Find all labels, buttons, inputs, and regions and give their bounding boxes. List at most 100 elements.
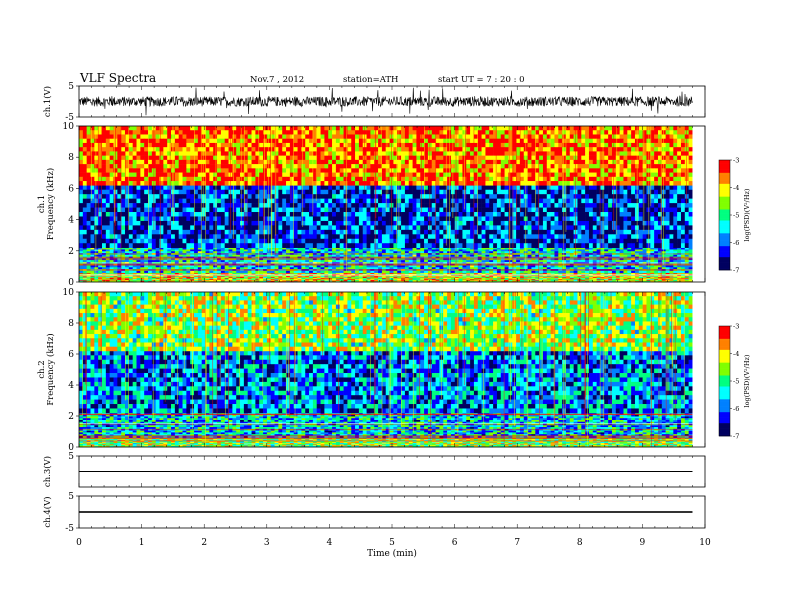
spectrogram-cell	[171, 260, 175, 262]
spectrogram-cell	[689, 248, 693, 250]
spectrogram-cell	[301, 249, 305, 251]
spectrogram-cell	[650, 251, 654, 253]
spectrogram-cell	[474, 249, 478, 251]
spectrogram-cell	[570, 251, 574, 253]
spectrogram-cell	[401, 260, 405, 262]
spectrogram-cell	[455, 255, 459, 257]
spectrogram-cell	[140, 255, 144, 257]
spectrogram-cell	[589, 251, 593, 253]
spectrogram-cell	[98, 249, 102, 251]
spectrogram-cell	[367, 249, 371, 251]
spectrogram-cell	[558, 248, 562, 250]
spectrogram-cell	[654, 248, 658, 250]
spectrogram-cell	[94, 251, 98, 253]
spectrogram-cell	[554, 260, 558, 262]
spectrogram-cell	[432, 251, 436, 253]
spectrogram-cell	[593, 249, 597, 251]
spectrogram-cell	[244, 249, 248, 251]
spectrogram-cell	[485, 248, 489, 250]
spectrogram-cell	[259, 251, 263, 253]
spectrogram-cell	[432, 255, 436, 257]
waveform-trace	[79, 88, 693, 116]
spectrogram-cell	[140, 248, 144, 250]
ch1-waveform-panel: 5-5ch.1(V)	[42, 82, 705, 123]
spectrogram-cell	[428, 255, 432, 257]
spectrogram-cell	[570, 260, 574, 262]
spectrogram-cell	[359, 260, 363, 262]
spectrogram-cell	[213, 251, 217, 253]
spectrogram-cell	[516, 248, 520, 250]
spectrogram-cell	[213, 255, 217, 257]
spectrogram-cell	[94, 260, 98, 262]
spectrogram-cell	[455, 251, 459, 253]
spectrogram-cell	[616, 249, 620, 251]
spectrogram-cell	[451, 251, 455, 253]
spectrogram-cell	[390, 251, 394, 253]
spectrogram-cell	[206, 255, 210, 257]
spectrogram-cell	[585, 249, 589, 251]
spectrogram-cell	[347, 249, 351, 251]
spectrogram-cell	[275, 260, 279, 262]
spectrogram-cell	[225, 251, 229, 253]
spectrogram-cell	[654, 255, 658, 257]
spectrogram-cell	[121, 248, 125, 250]
spectrogram-cell	[298, 255, 302, 257]
spectrogram-cell	[217, 251, 221, 253]
spectrogram-cell	[275, 251, 279, 253]
spectrogram-cell	[570, 248, 574, 250]
spectrogram-cell	[566, 255, 570, 257]
spectrogram-cell	[236, 260, 240, 262]
spectrogram-cell	[225, 249, 229, 251]
spectrogram-cell	[424, 248, 428, 250]
spectrogram-cell	[213, 260, 217, 262]
spectrogram-cell	[616, 248, 620, 250]
spectrogram-cell	[328, 251, 332, 253]
spectrogram-cell	[152, 251, 156, 253]
spectrogram-cell	[232, 251, 236, 253]
spectrogram-cell	[328, 255, 332, 257]
spectrogram-cell	[466, 260, 470, 262]
spectrogram-cell	[428, 249, 432, 251]
spectrogram-cell	[355, 249, 359, 251]
spectrogram-cell	[321, 251, 325, 253]
spectrogram-cell	[294, 255, 298, 257]
spectrogram-cell	[393, 248, 397, 250]
spectrogram-cell	[650, 249, 654, 251]
spectrogram-cell	[114, 251, 118, 253]
spectrogram-cell	[183, 260, 187, 262]
spectrogram-cell	[386, 249, 390, 251]
spectrogram-cell	[252, 249, 256, 251]
spectrogram-cell	[175, 248, 179, 250]
spectrogram-cell	[240, 249, 244, 251]
spectrogram-cell	[577, 260, 581, 262]
spectrogram-cell	[179, 255, 183, 257]
spectrogram-cell	[581, 249, 585, 251]
spectrogram-cell	[420, 260, 424, 262]
spectrogram-cell	[309, 248, 313, 250]
spectrogram-cell	[317, 251, 321, 253]
spectrogram-cell	[577, 249, 581, 251]
spectrogram-cell	[485, 249, 489, 251]
spectrogram-cell	[160, 249, 164, 251]
spectrogram-cell	[409, 260, 413, 262]
spectrogram-cell	[290, 249, 294, 251]
y-tick-label: 5	[68, 82, 74, 92]
spectrogram-cell	[416, 248, 420, 250]
spectrogram-cell	[186, 260, 190, 262]
spectrogram-cell	[244, 255, 248, 257]
spectrogram-cell	[658, 255, 662, 257]
spectrogram-cell	[673, 251, 677, 253]
spectrogram-cell	[505, 248, 509, 250]
spectrogram-cell	[455, 260, 459, 262]
spectrogram-cell	[344, 260, 348, 262]
spectrogram-cell	[585, 255, 589, 257]
spectrogram-cell	[209, 260, 213, 262]
spectrogram-cell	[171, 248, 175, 250]
spectrogram-cell	[600, 248, 604, 250]
spectrogram-cell	[623, 248, 627, 250]
spectrogram-cell	[443, 255, 447, 257]
spectrogram-cell	[459, 251, 463, 253]
spectrogram-cell	[612, 248, 616, 250]
spectrogram-cell	[432, 260, 436, 262]
spectrogram-cell	[635, 248, 639, 250]
